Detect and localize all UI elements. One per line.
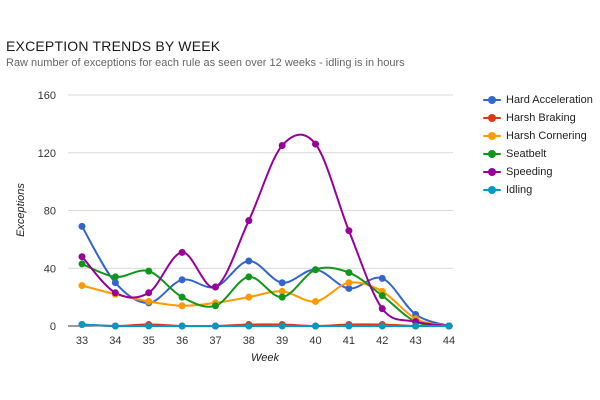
y-tick-label: 160	[38, 90, 56, 102]
data-point-speeding	[278, 142, 286, 150]
data-point-harsh-cornering	[178, 302, 186, 310]
legend-swatch-icon	[483, 185, 501, 195]
data-point-seatbelt	[345, 269, 353, 277]
legend-label: Seatbelt	[506, 148, 547, 160]
data-point-idling	[412, 322, 420, 330]
data-point-idling	[278, 322, 286, 330]
data-point-speeding	[78, 253, 86, 261]
y-tick-label: 0	[50, 321, 56, 333]
series-line-speeding	[81, 133, 450, 327]
data-point-seatbelt	[178, 293, 186, 301]
data-point-speeding	[245, 217, 253, 225]
data-point-seatbelt	[211, 302, 219, 310]
x-tick-label: 34	[109, 335, 121, 347]
series-line-hard-acceleration	[81, 225, 450, 327]
data-point-seatbelt	[145, 267, 153, 275]
data-point-speeding	[178, 248, 186, 256]
x-tick-label: 33	[76, 335, 88, 347]
data-point-hard-acceleration	[378, 274, 386, 282]
y-tick-label: 80	[44, 206, 56, 218]
data-point-speeding	[111, 289, 119, 297]
x-tick-label: 36	[176, 335, 188, 347]
y-axis-label: Exceptions	[15, 183, 27, 237]
legend-label: Speeding	[506, 166, 553, 178]
x-tick-label: 44	[443, 335, 455, 347]
x-tick-label: 35	[143, 335, 155, 347]
x-tick-label: 42	[376, 335, 388, 347]
data-point-idling	[312, 322, 320, 330]
data-point-idling	[378, 322, 386, 330]
data-point-harsh-cornering	[245, 293, 253, 301]
data-point-harsh-cornering	[312, 297, 320, 305]
series-points	[78, 140, 453, 330]
x-tick-label: 38	[243, 335, 255, 347]
legend-swatch-icon	[483, 167, 501, 177]
y-tick-label: 40	[44, 263, 56, 275]
data-point-seatbelt	[378, 292, 386, 300]
legend-item-harsh-braking[interactable]: Harsh Braking	[483, 109, 593, 127]
data-point-idling	[145, 322, 153, 330]
x-tick-label: 37	[209, 335, 221, 347]
legend-swatch-icon	[483, 149, 501, 159]
legend: Hard Acceleration Harsh Braking Harsh Corn…	[483, 91, 593, 199]
data-point-hard-acceleration	[178, 276, 186, 284]
data-point-speeding	[211, 283, 219, 291]
data-point-harsh-cornering	[345, 279, 353, 287]
data-point-seatbelt	[245, 273, 253, 281]
legend-item-hard-acceleration[interactable]: Hard Acceleration	[483, 91, 593, 109]
data-point-seatbelt	[312, 266, 320, 274]
data-point-seatbelt	[78, 260, 86, 268]
x-tick-label: 40	[309, 335, 321, 347]
data-point-idling	[211, 322, 219, 330]
chart-title: EXCEPTION TRENDS BY WEEK	[6, 38, 221, 54]
x-axis-label: Week	[251, 352, 279, 364]
data-point-idling	[78, 321, 86, 329]
data-point-speeding	[378, 305, 386, 313]
legend-swatch-icon	[483, 131, 501, 141]
data-point-hard-acceleration	[345, 284, 353, 292]
legend-label: Harsh Braking	[506, 112, 576, 124]
legend-label: Harsh Cornering	[506, 130, 587, 142]
data-point-hard-acceleration	[278, 279, 286, 287]
data-point-speeding	[345, 227, 353, 235]
data-point-idling	[445, 322, 453, 330]
data-point-speeding	[312, 140, 320, 148]
legend-label: Hard Acceleration	[506, 94, 593, 106]
data-point-harsh-cornering	[278, 287, 286, 295]
data-point-speeding	[145, 289, 153, 297]
x-tick-label: 39	[276, 335, 288, 347]
legend-item-seatbelt[interactable]: Seatbelt	[483, 145, 593, 163]
legend-item-speeding[interactable]: Speeding	[483, 163, 593, 181]
x-tick-label: 41	[343, 335, 355, 347]
legend-item-harsh-cornering[interactable]: Harsh Cornering	[483, 127, 593, 145]
data-point-idling	[345, 322, 353, 330]
y-tick-label: 120	[38, 148, 56, 160]
data-point-harsh-cornering	[78, 282, 86, 290]
x-tick-label: 43	[410, 335, 422, 347]
data-point-harsh-cornering	[145, 297, 153, 305]
data-point-hard-acceleration	[111, 279, 119, 287]
axes: 0 40 80 120 160 33 34 35 36 37 38 39 40 41 42 43 44	[38, 90, 455, 347]
data-point-idling	[111, 322, 119, 330]
data-point-hard-acceleration	[245, 257, 253, 265]
chart-subtitle: Raw number of exceptions for each rule a…	[6, 57, 405, 69]
data-point-seatbelt	[111, 273, 119, 281]
data-point-hard-acceleration	[78, 222, 86, 230]
legend-item-idling[interactable]: Idling	[483, 181, 593, 199]
legend-label: Idling	[506, 184, 533, 196]
series-lines	[81, 133, 450, 328]
data-point-idling	[245, 322, 253, 330]
data-point-idling	[178, 322, 186, 330]
series-line-seatbelt	[81, 262, 450, 327]
gridlines	[68, 94, 453, 269]
data-point-seatbelt	[278, 293, 286, 301]
legend-swatch-icon	[483, 113, 501, 123]
legend-swatch-icon	[483, 95, 501, 105]
